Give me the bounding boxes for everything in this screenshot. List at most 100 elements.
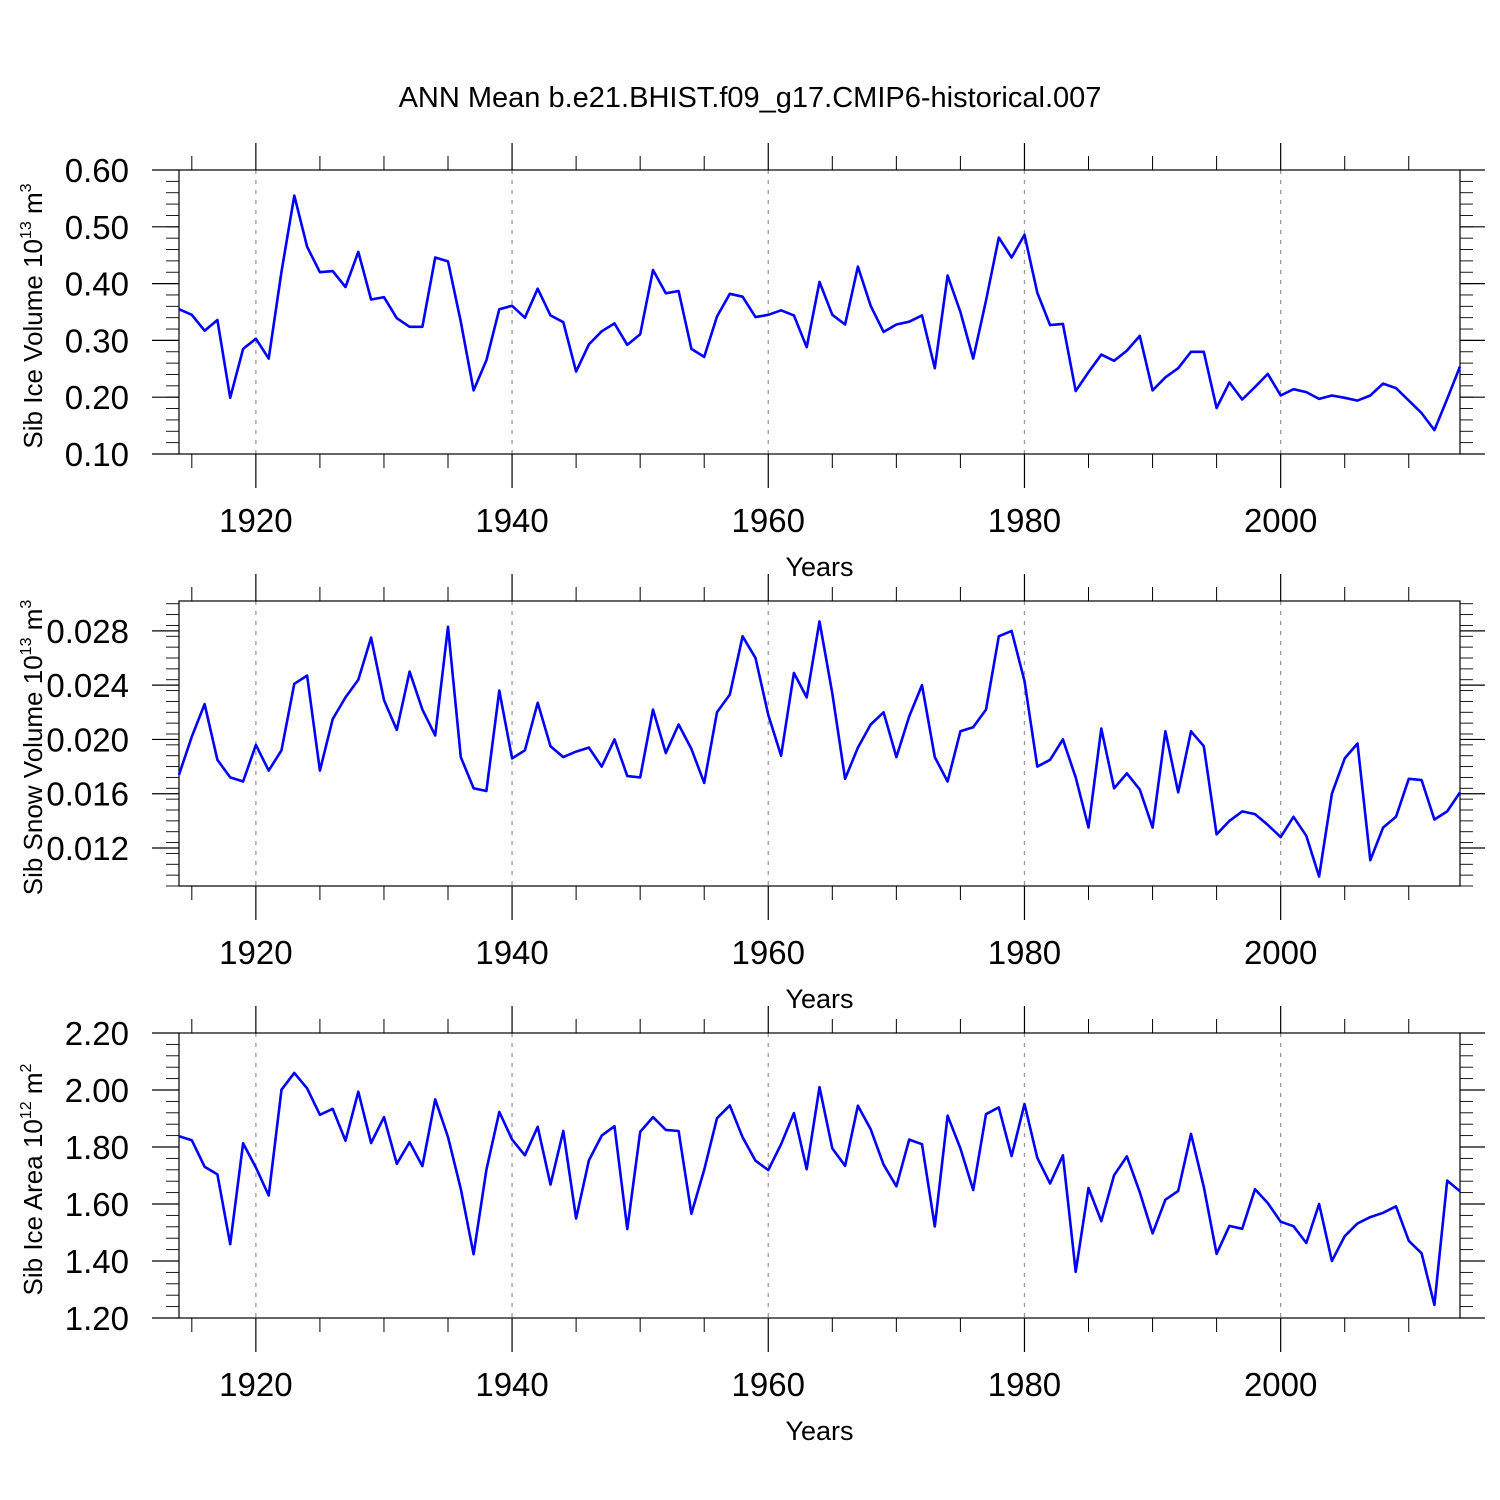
snow-volume-point-1980 xyxy=(1023,680,1026,682)
ice-area-point-2001 xyxy=(1292,1225,1295,1227)
snow-volume-ytick-label: 0.020 xyxy=(46,721,129,758)
ice-volume-point-1984 xyxy=(1075,390,1077,392)
ice-area-point-1924 xyxy=(306,1087,308,1089)
ice-volume-point-1937 xyxy=(473,389,475,391)
snow-volume-point-1996 xyxy=(1228,820,1231,822)
snow-volume-point-1992 xyxy=(1177,791,1179,793)
ice-volume-point-2004 xyxy=(1331,394,1333,397)
ice-volume-point-2005 xyxy=(1344,397,1346,399)
ice-volume-point-2002 xyxy=(1305,391,1307,393)
snow-volume-point-1944 xyxy=(562,756,564,758)
snow-volume-point-1943 xyxy=(549,745,552,747)
ice-volume-point-1923 xyxy=(293,194,295,197)
panel-ice-volume: 1920 1940 1960 1980 2000 0.10 0.20 0.30 0.40 0.50… xyxy=(18,143,1485,582)
ice-area-point-1958 xyxy=(742,1136,744,1138)
snow-volume-point-1936 xyxy=(460,756,462,758)
ice-area-point-1995 xyxy=(1216,1253,1218,1255)
ice-volume-point-1922 xyxy=(280,271,283,273)
ice-area-point-1998 xyxy=(1254,1188,1256,1190)
ice-area-point-1972 xyxy=(921,1143,923,1145)
ice-volume-xtick-label: 2000 xyxy=(1244,502,1317,539)
ice-area-point-1942 xyxy=(537,1126,539,1128)
snow-volume-xtick-label: 1920 xyxy=(219,934,292,971)
ice-volume-point-1947 xyxy=(601,330,603,332)
ice-area-point-1934 xyxy=(434,1098,436,1101)
ice-volume-xlabel: Years xyxy=(785,552,853,582)
snow-volume-xtick-label: 1960 xyxy=(732,934,805,971)
ice-area-point-1922 xyxy=(280,1089,283,1091)
ice-area-point-2000 xyxy=(1280,1221,1282,1223)
ice-volume-point-1988 xyxy=(1126,350,1128,352)
ice-area-point-1964 xyxy=(818,1086,821,1088)
snow-volume-point-1920 xyxy=(255,744,257,746)
snow-volume-point-1975 xyxy=(959,730,962,732)
ice-volume-point-1930 xyxy=(383,296,385,298)
ice-area-point-1971 xyxy=(908,1138,910,1141)
ice-area-point-1978 xyxy=(998,1106,1000,1108)
snow-volume-point-1954 xyxy=(690,748,693,750)
ice-area-ylabel: Sib Ice Area 1012 m2 xyxy=(18,1063,48,1295)
snow-volume-ylabel-base: Sib Snow Volume 10 xyxy=(18,655,48,895)
snow-volume-point-1991 xyxy=(1164,730,1166,732)
ice-area-point-2008 xyxy=(1382,1212,1384,1214)
ice-volume-point-1941 xyxy=(524,317,526,319)
ice-area-ylabel-exp: 12 xyxy=(18,1101,35,1119)
snow-volume-point-1962 xyxy=(793,672,795,674)
ice-area-point-1993 xyxy=(1190,1133,1192,1135)
snow-volume-point-1969 xyxy=(882,711,885,713)
ice-volume-xtick-label: 1980 xyxy=(988,502,1061,539)
ice-area-point-1936 xyxy=(460,1188,462,1190)
snow-volume-point-1940 xyxy=(511,757,513,760)
snow-volume-point-2008 xyxy=(1382,827,1384,829)
ice-volume-point-1986 xyxy=(1100,354,1102,356)
ice-area-point-1933 xyxy=(421,1165,423,1167)
ice-area-point-1931 xyxy=(396,1163,398,1165)
ice-volume-series-line xyxy=(178,194,1462,432)
ice-area-point-1944 xyxy=(562,1130,564,1132)
snow-volume-point-1915 xyxy=(191,736,193,738)
snow-volume-point-1919 xyxy=(242,780,244,783)
snow-volume-point-1998 xyxy=(1254,813,1256,815)
snow-volume-point-1931 xyxy=(396,729,398,731)
snow-volume-point-1928 xyxy=(357,679,359,681)
ice-area-point-1915 xyxy=(191,1139,193,1141)
snow-volume-point-2007 xyxy=(1369,859,1371,861)
ice-volume-point-1940 xyxy=(511,305,513,307)
snow-volume-point-1997 xyxy=(1241,810,1243,812)
ice-volume-ytick-label: 0.10 xyxy=(65,436,129,473)
ice-area-point-1985 xyxy=(1087,1187,1090,1189)
ice-area-point-1976 xyxy=(972,1189,974,1191)
ice-area-point-1953 xyxy=(677,1130,680,1132)
ice-volume-point-1938 xyxy=(485,359,488,361)
ice-volume-point-1935 xyxy=(447,260,449,263)
ice-volume-point-1978 xyxy=(998,236,1000,239)
snow-volume-point-1968 xyxy=(870,723,872,726)
ice-area-point-1989 xyxy=(1139,1191,1141,1193)
ice-area-point-1979 xyxy=(1011,1155,1013,1157)
figure-title: ANN Mean b.e21.BHIST.f09_g17.CMIP6-histo… xyxy=(399,82,1102,114)
ice-volume-point-1968 xyxy=(870,305,872,307)
panel-snow-volume: 1920 1940 1960 1980 2000 0.012 0.016 0.020 0.024… xyxy=(18,574,1485,1014)
ice-volume-point-1917 xyxy=(216,319,219,321)
ice-area-point-1930 xyxy=(383,1116,385,1118)
ice-area-point-2011 xyxy=(1420,1252,1423,1254)
ice-area-point-1965 xyxy=(831,1147,833,1150)
ice-area-point-1917 xyxy=(216,1173,219,1175)
snow-volume-point-2005 xyxy=(1344,757,1346,760)
ice-volume-point-1950 xyxy=(639,333,641,335)
ice-area-point-1927 xyxy=(344,1140,347,1142)
ice-area-point-2007 xyxy=(1369,1216,1371,1218)
ice-volume-point-1920 xyxy=(255,338,257,340)
snow-volume-point-1981 xyxy=(1036,765,1038,768)
snow-volume-point-1930 xyxy=(383,699,385,701)
ice-volume-point-1961 xyxy=(780,309,782,311)
ice-volume-point-1973 xyxy=(934,367,936,369)
ice-area-point-1969 xyxy=(882,1164,885,1166)
ice-volume-point-1957 xyxy=(729,293,731,295)
snow-volume-point-1950 xyxy=(639,776,641,779)
ice-volume-point-1991 xyxy=(1164,376,1166,378)
ice-area-point-2002 xyxy=(1305,1242,1307,1244)
snow-volume-xlabel: Years xyxy=(785,984,853,1014)
ice-area-ylabel-unit: m xyxy=(18,1072,48,1101)
snow-volume-point-2002 xyxy=(1305,835,1307,837)
